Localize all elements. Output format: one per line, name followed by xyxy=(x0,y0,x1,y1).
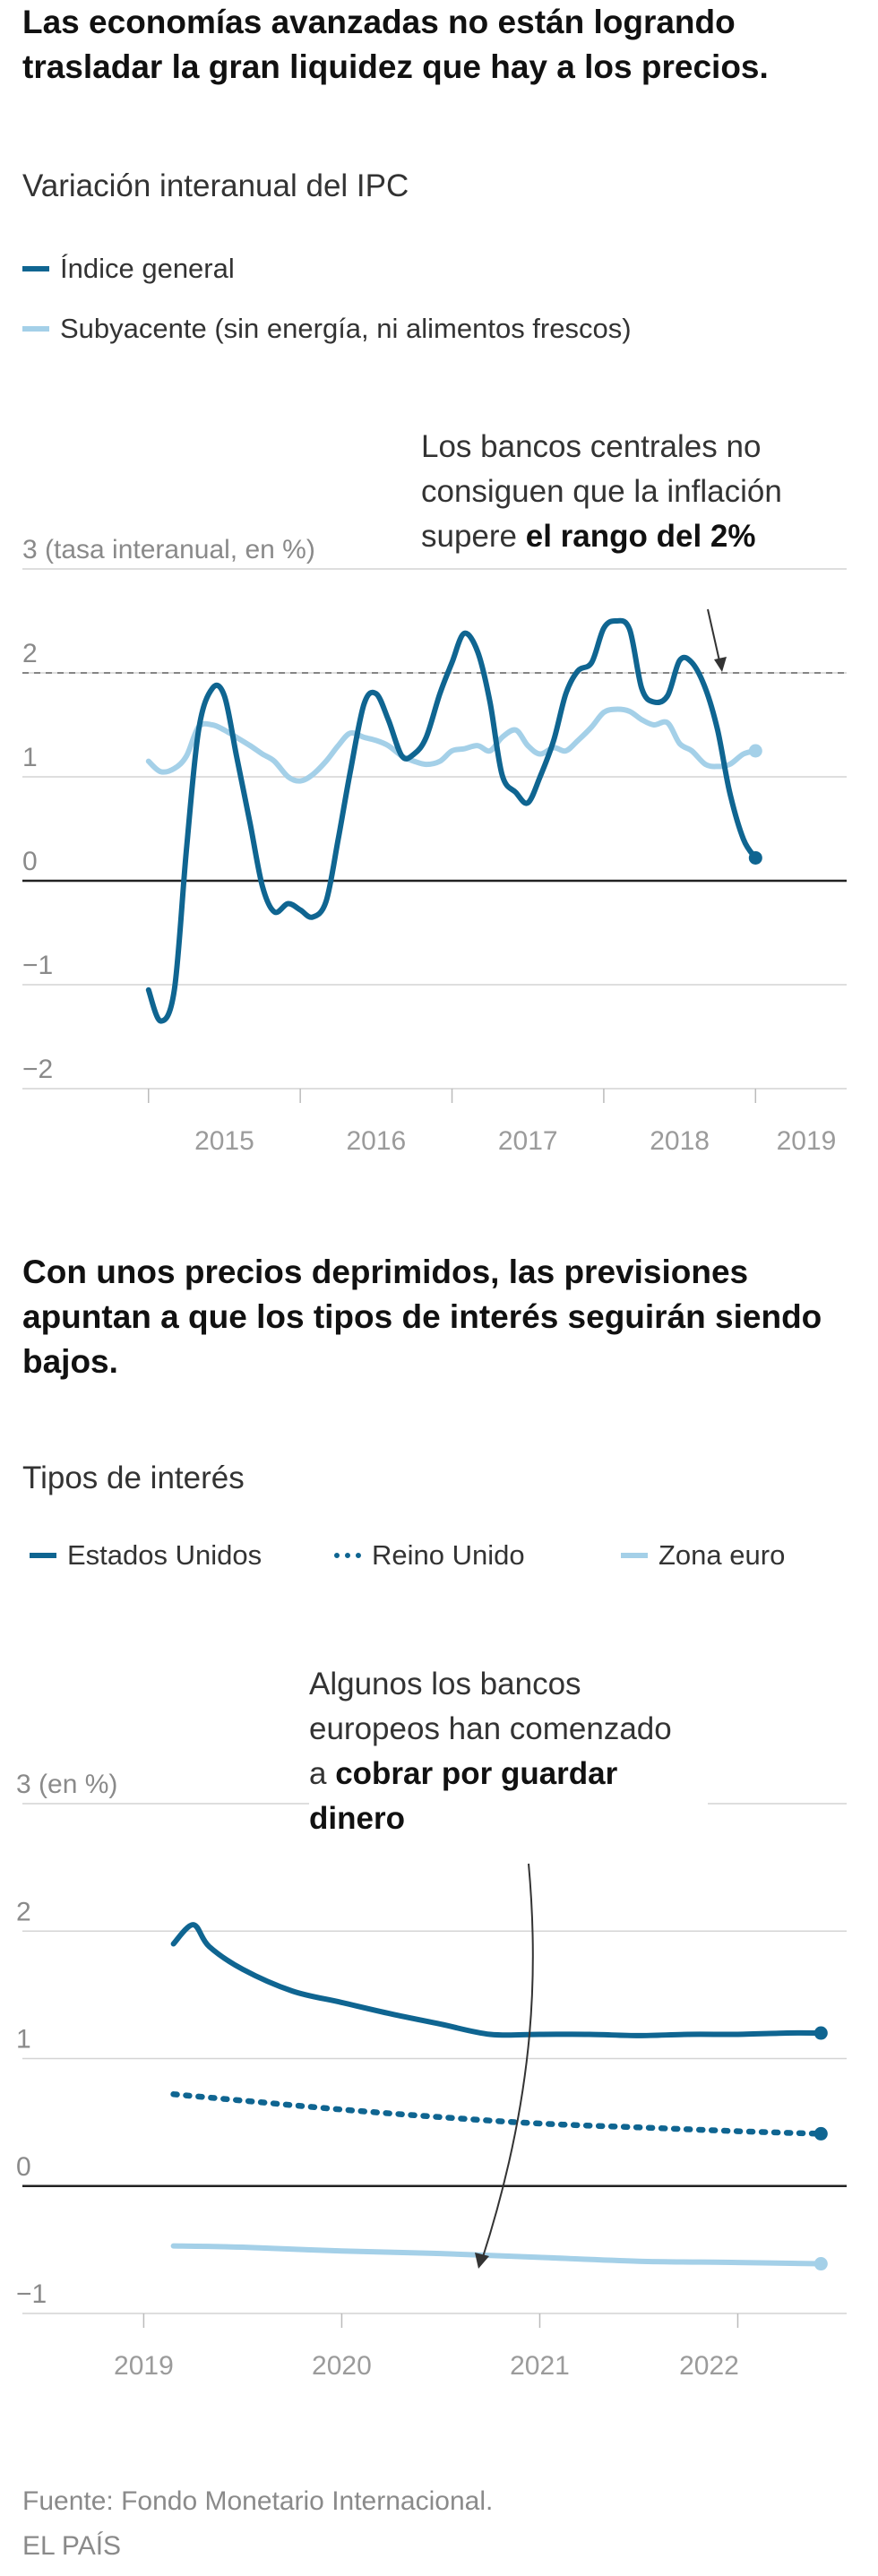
chart2-annotation-line4: dinero xyxy=(309,1796,672,1841)
chart2-legend: Estados Unidos Reino Unido Zona euro xyxy=(22,1539,865,1584)
chart1-annotation-line3-prefix: supere xyxy=(421,519,526,554)
chart1-xtick-label: 2017 xyxy=(498,1126,558,1156)
chart1-annotation-arrow xyxy=(707,608,727,672)
chart2-svg: −1 0 1 2 3 (en %) 2019 2020 2021 2022 xyxy=(16,1770,847,2381)
chart1-endpoint-indice-general xyxy=(748,850,762,865)
chart2-headline: Con unos precios deprimidos, las previsi… xyxy=(22,1254,822,1380)
chart2-ytick-label: 1 xyxy=(16,2025,31,2055)
chart2-annotation-arrow xyxy=(475,1863,534,2269)
chart1-subtitle: Variación interanual del IPC xyxy=(22,168,409,203)
chart1-annotation-line3: supere el rango del 2% xyxy=(421,514,782,559)
chart1-annotation-line3-bold: el rango del 2% xyxy=(525,519,756,554)
legend-item-estados-unidos: Estados Unidos xyxy=(30,1539,262,1572)
chart2-annotation-line2: europeos han comenzado xyxy=(309,1711,672,1746)
chart2-series-zona-euro xyxy=(170,2243,824,2267)
chart2-ytick-label: −1 xyxy=(16,2279,47,2309)
chart2-ytick-label: 2 xyxy=(16,1897,31,1926)
chart1-series-subyacente-sin-energia-ni-alimentos-frescos xyxy=(145,706,759,784)
legend-swatch-reino-unido xyxy=(334,1553,361,1558)
legend-item-indice-general: Índice general xyxy=(22,253,235,285)
chart1-annotation-line1: Los bancos centrales no xyxy=(421,429,762,464)
chart1-annotation: Los bancos centrales no consiguen que la… xyxy=(421,425,782,559)
chart1-ytick-label: 0 xyxy=(22,847,38,876)
chart1-xtick-label: 2019 xyxy=(777,1126,837,1156)
chart2-ytick-label: 0 xyxy=(16,2152,31,2182)
chart2-annotation: Algunos los bancos europeos han comenzad… xyxy=(309,1662,708,1841)
chart1-series-indice-general xyxy=(145,617,759,1024)
chart1-xtick-label: 2018 xyxy=(650,1126,710,1156)
legend-label-reino-unido: Reino Unido xyxy=(372,1539,525,1571)
chart1-headline: Las economías avanzadas no están logrand… xyxy=(22,4,769,85)
chart2-endpoint-zona-euro xyxy=(813,2257,828,2271)
chart2-xtick-label: 2021 xyxy=(510,2351,570,2381)
chart1-ytick-label: 3 (tasa interanual, en %) xyxy=(22,535,315,564)
chart2-series-reino-unido xyxy=(170,2091,824,2137)
legend-label-estados-unidos: Estados Unidos xyxy=(67,1539,263,1571)
chart1-ytick-label: −1 xyxy=(22,951,53,980)
chart1-xtick-label: 2015 xyxy=(194,1126,254,1156)
chart2-annotation-line4-bold: dinero xyxy=(309,1801,405,1836)
chart1-ytick-label: 2 xyxy=(22,639,38,668)
legend-swatch-subyacente xyxy=(22,326,49,332)
chart2-xtick-label: 2022 xyxy=(679,2351,739,2381)
legend-item-subyacente: Subyacente (sin energía, ni alimentos fr… xyxy=(22,313,632,345)
chart2-annotation-line3-prefix: a xyxy=(309,1756,336,1791)
source-note: Fuente: Fondo Monetario Internacional. xyxy=(22,2486,494,2516)
chart2-plot: −1 0 1 2 3 (en %) 2019 2020 2021 2022 xyxy=(0,1640,878,2446)
chart1-endpoint-subyacente-sin-energia-ni-alimentos-frescos xyxy=(748,744,762,758)
chart2-annotation-line1: Algunos los bancos xyxy=(309,1667,581,1702)
chart1-ytick-label: 1 xyxy=(22,743,38,772)
chart1-ytick-label: −2 xyxy=(22,1055,53,1084)
legend-label-indice-general: Índice general xyxy=(60,253,235,284)
chart2-annotation-line3: a cobrar por guardar xyxy=(309,1752,672,1796)
chart1-svg: −2 −1 0 1 2 3 (tasa interanual, en %) 2015 2016… xyxy=(22,535,847,1156)
legend-swatch-zona-euro xyxy=(621,1553,648,1558)
legend-swatch-indice-general xyxy=(22,266,49,271)
chart2-subtitle: Tipos de interés xyxy=(22,1460,245,1495)
legend-swatch-estados-unidos xyxy=(30,1553,56,1558)
chart2-xtick-label: 2019 xyxy=(114,2351,174,2381)
chart2-xtick-label: 2020 xyxy=(312,2351,372,2381)
chart2-annotation-line3-bold: cobrar por guardar xyxy=(335,1756,618,1791)
chart2-ytick-label: 3 (en %) xyxy=(16,1770,117,1799)
chart1-plot: −2 −1 0 1 2 3 (tasa interanual, en %) 2015 2016… xyxy=(0,394,878,1183)
chart2-endpoint-estados-unidos xyxy=(813,2026,828,2040)
legend-item-zona-euro: Zona euro xyxy=(621,1539,785,1572)
chart2-series-estados-unidos xyxy=(170,1922,824,2038)
chart1-xtick-label: 2016 xyxy=(346,1126,406,1156)
legend-label-subyacente: Subyacente (sin energía, ni alimentos fr… xyxy=(60,313,632,344)
legend-item-reino-unido: Reino Unido xyxy=(334,1539,525,1572)
chart2-endpoint-reino-unido xyxy=(813,2126,828,2141)
chart1-annotation-line2: consiguen que la inflación xyxy=(421,474,782,509)
brand-logo: EL PAÍS xyxy=(22,2531,122,2561)
legend-label-zona-euro: Zona euro xyxy=(658,1539,786,1571)
